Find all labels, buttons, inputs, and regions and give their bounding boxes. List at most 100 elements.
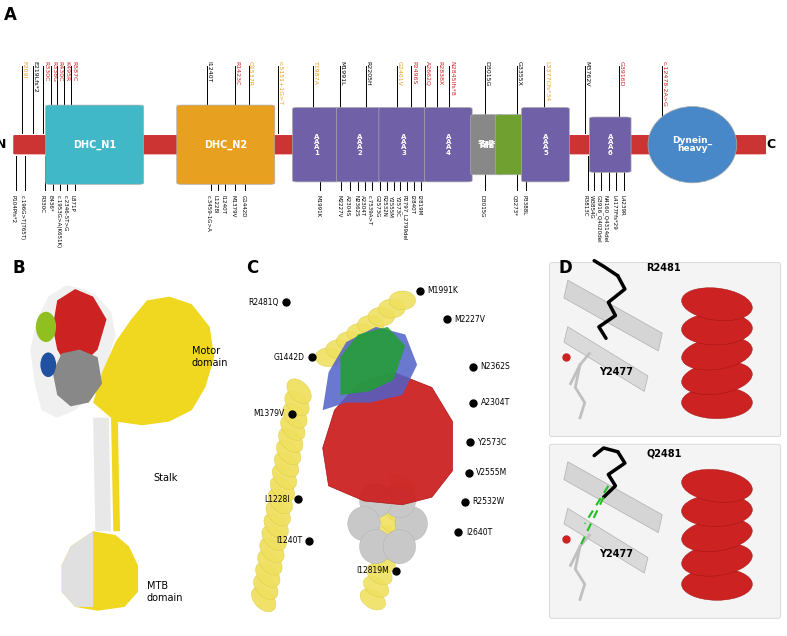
- Ellipse shape: [316, 348, 342, 366]
- FancyBboxPatch shape: [471, 114, 503, 175]
- Ellipse shape: [257, 550, 282, 575]
- FancyBboxPatch shape: [589, 117, 631, 172]
- Ellipse shape: [360, 530, 392, 563]
- Text: A
A
A
6: A A A 6: [608, 134, 613, 156]
- Text: D: D: [559, 259, 572, 277]
- Ellipse shape: [383, 501, 408, 522]
- Text: E219Lfs*2: E219Lfs*2: [32, 61, 38, 93]
- Polygon shape: [53, 350, 102, 406]
- Text: c.1953G>A(K651K): c.1953G>A(K651K): [55, 195, 61, 248]
- Ellipse shape: [40, 352, 56, 377]
- Text: R330C: R330C: [40, 195, 45, 213]
- Text: c.2346-5T>G: c.2346-5T>G: [62, 195, 67, 231]
- Text: Dynein_
heavy: Dynein_ heavy: [672, 136, 712, 153]
- Polygon shape: [564, 280, 662, 351]
- Text: I2640T: I2640T: [458, 527, 492, 537]
- Text: M1991K: M1991K: [316, 195, 320, 217]
- FancyBboxPatch shape: [424, 107, 472, 182]
- Polygon shape: [340, 327, 405, 395]
- Ellipse shape: [285, 391, 309, 416]
- Text: G3355X: G3355X: [517, 61, 522, 86]
- Text: M1379V: M1379V: [231, 195, 235, 217]
- Polygon shape: [93, 418, 111, 531]
- Text: R338G: R338G: [51, 61, 56, 82]
- Text: R2205H: R2205H: [366, 61, 371, 86]
- Ellipse shape: [368, 307, 394, 326]
- Ellipse shape: [252, 587, 275, 612]
- Ellipse shape: [336, 331, 363, 350]
- Ellipse shape: [383, 484, 416, 518]
- Text: N4160_Q4314del: N4160_Q4314del: [603, 195, 608, 242]
- Ellipse shape: [266, 501, 290, 526]
- Text: Motor
domain: Motor domain: [192, 347, 228, 368]
- Polygon shape: [111, 418, 120, 531]
- Ellipse shape: [360, 589, 386, 610]
- Ellipse shape: [287, 379, 311, 404]
- Ellipse shape: [648, 106, 737, 183]
- Text: Y2573C: Y2573C: [471, 438, 507, 447]
- Text: A2304S: A2304S: [345, 195, 350, 216]
- Text: Y2573C: Y2573C: [395, 195, 401, 216]
- Text: P104Pfs*2: P104Pfs*2: [10, 195, 16, 223]
- Text: L1228I: L1228I: [212, 195, 218, 214]
- Text: G1442D: G1442D: [240, 195, 246, 218]
- Text: I1240T: I1240T: [220, 195, 225, 214]
- Text: Stalk
MTB: Stalk MTB: [478, 140, 496, 149]
- Polygon shape: [564, 508, 648, 573]
- Text: N2362S: N2362S: [473, 362, 510, 371]
- Ellipse shape: [275, 452, 299, 477]
- Ellipse shape: [276, 440, 301, 465]
- Ellipse shape: [383, 530, 416, 563]
- Text: E436*: E436*: [47, 195, 53, 211]
- FancyBboxPatch shape: [522, 107, 569, 182]
- Text: M2227V: M2227V: [336, 195, 341, 217]
- Text: DHC_N2: DHC_N2: [204, 139, 247, 150]
- FancyBboxPatch shape: [549, 444, 781, 618]
- Polygon shape: [323, 327, 417, 410]
- Polygon shape: [93, 296, 214, 425]
- FancyBboxPatch shape: [379, 107, 428, 182]
- Text: G2461V: G2461V: [397, 61, 401, 86]
- Text: R2532N: R2532N: [382, 195, 386, 217]
- Ellipse shape: [326, 340, 353, 359]
- Ellipse shape: [665, 119, 731, 172]
- Text: M1991K: M1991K: [420, 286, 458, 296]
- Text: F209I: F209I: [22, 61, 27, 79]
- Ellipse shape: [682, 336, 752, 370]
- Text: A
A
A
4: A A A 4: [445, 134, 451, 156]
- Text: Stalk: Stalk: [153, 473, 178, 483]
- Ellipse shape: [270, 477, 294, 502]
- Ellipse shape: [370, 551, 395, 572]
- FancyBboxPatch shape: [336, 107, 382, 182]
- Ellipse shape: [379, 299, 405, 318]
- FancyBboxPatch shape: [13, 135, 766, 155]
- Text: A2304T: A2304T: [473, 398, 510, 407]
- FancyBboxPatch shape: [293, 107, 340, 182]
- Text: C: C: [766, 138, 775, 151]
- Text: Q3273*: Q3273*: [512, 195, 517, 216]
- Ellipse shape: [36, 312, 56, 342]
- Ellipse shape: [682, 313, 752, 345]
- Ellipse shape: [376, 526, 402, 547]
- Ellipse shape: [682, 469, 752, 502]
- FancyBboxPatch shape: [177, 105, 275, 184]
- FancyBboxPatch shape: [495, 114, 527, 175]
- Text: M1379V: M1379V: [253, 410, 292, 418]
- Text: R1423C: R1423C: [235, 61, 239, 86]
- Text: N2845Ifs*8: N2845Ifs*8: [449, 61, 454, 96]
- Text: Y2555M: Y2555M: [389, 195, 394, 217]
- Text: P2496S: P2496S: [412, 61, 416, 85]
- Ellipse shape: [373, 538, 399, 560]
- Text: P3388L: P3388L: [521, 195, 527, 215]
- Text: R2532W: R2532W: [465, 497, 504, 506]
- Text: M1991L: M1991L: [339, 61, 345, 86]
- Polygon shape: [323, 372, 453, 505]
- Text: R2838X: R2838X: [438, 61, 442, 85]
- Text: Y2477: Y2477: [599, 549, 633, 559]
- Text: V2555M: V2555M: [469, 468, 508, 477]
- Ellipse shape: [262, 526, 286, 551]
- Text: N2362S: N2362S: [353, 195, 358, 216]
- Polygon shape: [61, 531, 138, 611]
- Ellipse shape: [364, 576, 389, 597]
- FancyBboxPatch shape: [46, 105, 143, 184]
